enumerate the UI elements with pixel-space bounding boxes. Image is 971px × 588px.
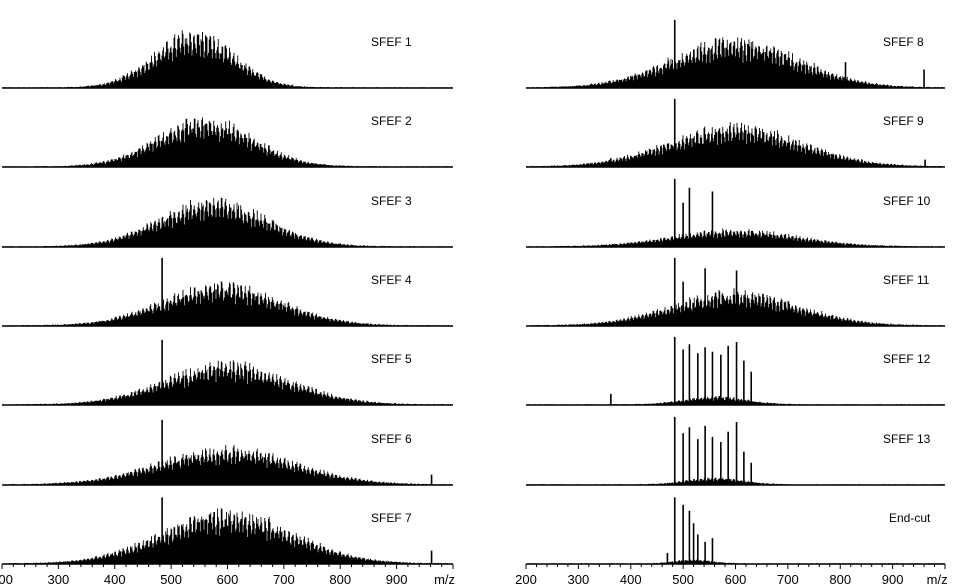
spectrum-panel: SFEF 3 (2, 194, 453, 248)
spectrum-label: SFEF 6 (371, 432, 412, 446)
x-axis-unit-label: m/z (927, 572, 948, 587)
spectrum-envelope (2, 360, 452, 405)
spectrum-panel: SFEF 5 (2, 339, 453, 406)
spectrum-label: SFEF 10 (883, 194, 931, 208)
spectrum-envelope (2, 30, 452, 88)
spectrum-label: SFEF 7 (371, 511, 412, 525)
x-axis-2: 200 300 400 500 600 700 800 900 m/z (515, 564, 948, 587)
x-axis-1: 200 300 400 500 600 700 800 900 m/z (0, 564, 455, 587)
spectrum-label: SFEF 12 (883, 352, 931, 366)
x-tick-label: 900 (386, 572, 408, 587)
x-tick-label: 700 (273, 572, 295, 587)
spectrum-label: End-cut (889, 511, 931, 525)
spectrum-panel: SFEF 10 (526, 178, 945, 248)
spectrum-label: SFEF 5 (371, 352, 412, 366)
spectrum-envelope (2, 281, 452, 326)
spectrum-envelope (526, 395, 944, 405)
x-tick-label: 600 (217, 572, 239, 587)
spectrum-label: SFEF 4 (371, 273, 412, 287)
x-tick-label: 500 (160, 572, 182, 587)
spectrum-envelope (526, 122, 944, 167)
spectrum-envelope (526, 477, 944, 485)
spectra-column-2: SFEF 8 SFEF 9 SFEF 10 SFEF 11 SFEF 12 SFEF 13… (515, 19, 948, 587)
x-tick-label: 300 (568, 572, 590, 587)
x-tick-label: 200 (0, 572, 13, 587)
spectrum-envelope (2, 508, 452, 564)
x-axis-unit-label: m/z (434, 572, 455, 587)
x-tick-label: 800 (829, 572, 851, 587)
x-tick-label: 700 (777, 572, 799, 587)
spectrum-panel: SFEF 7 (2, 497, 453, 565)
spectrum-label: SFEF 9 (883, 114, 924, 128)
x-tick-label: 400 (620, 572, 642, 587)
x-tick-label: 900 (882, 572, 904, 587)
spectrum-envelope (526, 37, 944, 88)
spectrum-label: SFEF 8 (883, 35, 924, 49)
spectrum-envelope (526, 228, 944, 247)
spectrum-panel: SFEF 12 (526, 336, 945, 406)
spectrum-envelope (526, 559, 944, 564)
x-tick-label: 500 (672, 572, 694, 587)
x-tick-label: 300 (48, 572, 70, 587)
spectrum-label: SFEF 13 (883, 432, 931, 446)
spectrum-panel: SFEF 1 (2, 30, 453, 89)
spectra-column-1: SFEF 1 SFEF 2 SFEF 3 SFEF 4 SFEF 5 SFEF 6 SFEF… (0, 30, 455, 587)
spectrum-label: SFEF 3 (371, 194, 412, 208)
spectrum-panel: SFEF 9 (526, 98, 945, 168)
spectrum-panel: SFEF 13 (526, 416, 945, 486)
spectrum-envelope (2, 197, 452, 247)
x-tick-label: 400 (104, 572, 126, 587)
x-tick-label: 200 (515, 572, 537, 587)
spectrum-panel: SFEF 8 (526, 19, 945, 89)
spectrum-panel: End-cut (526, 497, 945, 565)
spectrum-envelope (2, 444, 452, 485)
spectrum-label: SFEF 1 (371, 35, 412, 49)
x-tick-label: 800 (329, 572, 351, 587)
spectrum-envelope (526, 288, 944, 326)
spectrum-panel: SFEF 11 (526, 257, 945, 327)
spectrum-panel: SFEF 6 (2, 419, 453, 486)
spectrum-label: SFEF 2 (371, 114, 412, 128)
spectrum-envelope (2, 117, 452, 167)
spectrum-label: SFEF 11 (883, 273, 930, 287)
x-tick-label: 600 (725, 572, 747, 587)
spectrum-panel: SFEF 2 (2, 114, 453, 168)
spectrum-panel: SFEF 4 (2, 257, 453, 327)
